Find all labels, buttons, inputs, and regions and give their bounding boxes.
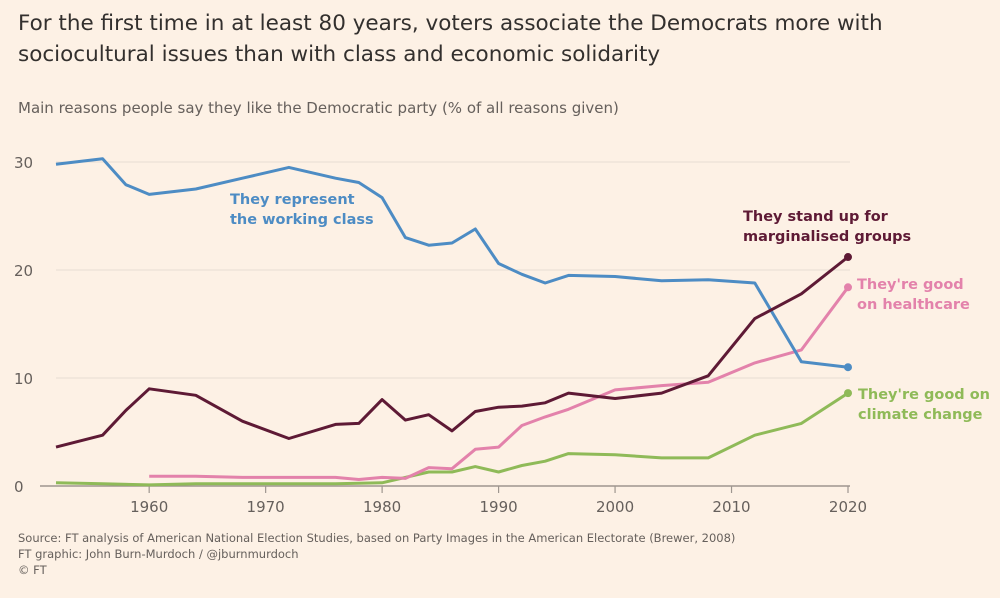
y-tick-label: 0 xyxy=(14,478,24,496)
y-tick-label: 10 xyxy=(14,370,33,388)
footer: Source: FT analysis of American National… xyxy=(18,530,735,578)
series-end-point xyxy=(844,363,852,372)
y-tick-label: 20 xyxy=(14,262,33,280)
x-tick-label: 2020 xyxy=(829,498,867,516)
series-line xyxy=(149,286,850,481)
label-working-class: They represent xyxy=(230,192,355,208)
label-marginalised-groups: marginalised groups xyxy=(743,229,911,245)
series-line xyxy=(55,391,849,487)
label-healthcare: on healthcare xyxy=(857,297,970,313)
series-end-point xyxy=(844,389,852,398)
label-climate-change: climate change xyxy=(858,407,983,423)
x-tick-label: 1990 xyxy=(479,498,517,516)
x-tick-label: 1970 xyxy=(247,498,285,516)
x-tick-label: 2010 xyxy=(712,498,750,516)
source-note: Source: FT analysis of American National… xyxy=(18,531,736,545)
series-line xyxy=(55,255,849,449)
series-line xyxy=(55,157,849,369)
graphic-credit: FT graphic: John Burn-Murdoch / @jburnmu… xyxy=(18,547,299,561)
series-end-point xyxy=(844,283,852,292)
x-tick-label: 1960 xyxy=(130,498,168,516)
label-marginalised-groups: They stand up for xyxy=(743,209,889,225)
chart-title: For the first time in at least 80 years,… xyxy=(18,11,883,67)
label-climate-change: They're good on xyxy=(858,387,990,403)
label-working-class: the working class xyxy=(230,212,374,228)
chart-subtitle: Main reasons people say they like the De… xyxy=(18,99,619,117)
x-tick-label: 2000 xyxy=(596,498,634,516)
label-healthcare: They're good xyxy=(857,277,964,293)
series-end-point xyxy=(844,253,852,262)
copyright: © FT xyxy=(18,563,47,577)
x-tick-label: 1980 xyxy=(363,498,401,516)
y-tick-label: 30 xyxy=(14,154,33,172)
